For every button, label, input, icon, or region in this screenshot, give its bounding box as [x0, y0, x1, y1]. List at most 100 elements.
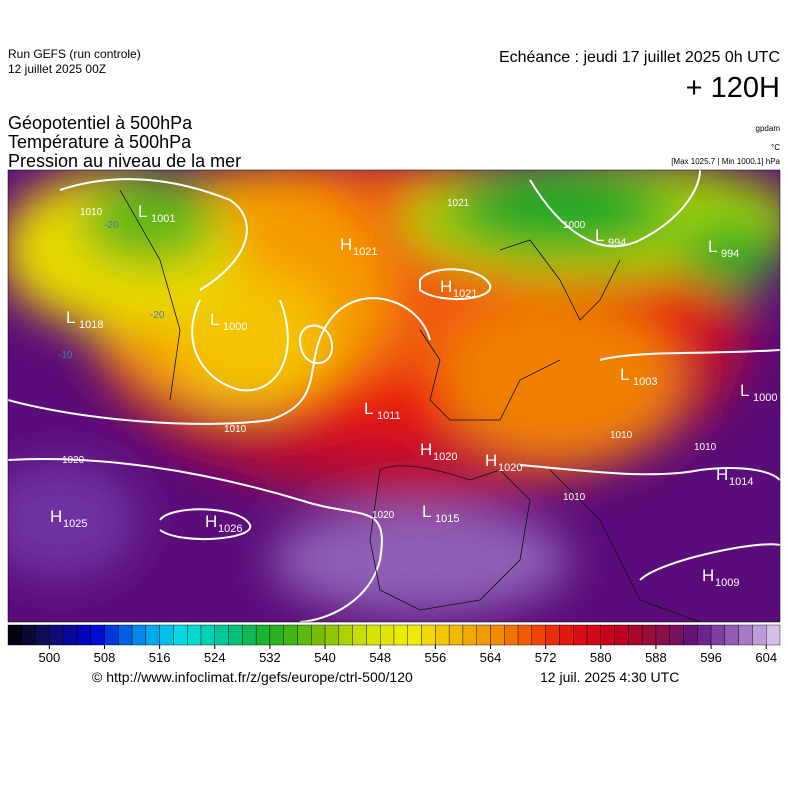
center-value: 1003 — [633, 376, 657, 388]
contour-label: 1010 — [563, 492, 586, 503]
colorbar-swatch — [545, 624, 560, 646]
colorbar-label: 564 — [480, 650, 502, 665]
center-value: 994 — [608, 237, 626, 249]
colorbar-swatch — [504, 624, 519, 646]
colorbar-swatch — [242, 624, 257, 646]
colorbar-label: 572 — [535, 650, 557, 665]
center-value: 1025 — [63, 518, 87, 530]
contour-label: 1010 — [80, 207, 103, 218]
colorbar-swatch — [738, 624, 753, 646]
colorbar-swatch — [683, 624, 698, 646]
contour-label: 1021 — [447, 198, 470, 209]
run-name: Run GEFS (run controle) — [8, 47, 141, 61]
field-title: Géopotentiel à 500hPa — [8, 113, 193, 133]
center-value: 1014 — [729, 476, 753, 488]
colorbar-swatch — [228, 624, 243, 646]
colorbar-swatch — [352, 624, 367, 646]
colorbar-swatch — [669, 624, 684, 646]
contour-label: -20 — [150, 310, 165, 321]
colorbar-swatch — [531, 624, 546, 646]
colorbar-label: 508 — [94, 650, 116, 665]
colorbar-swatch — [35, 624, 50, 646]
colorbar-swatch — [76, 624, 91, 646]
contour-label: 1010 — [224, 424, 247, 435]
center-letter: H — [702, 566, 714, 585]
lead-time: + 120H — [686, 72, 780, 104]
unit: gpdam — [756, 124, 781, 133]
contour-label: 1010 — [610, 430, 633, 441]
unit: °C — [771, 143, 780, 152]
colorbar-label: 596 — [700, 650, 722, 665]
colorbar-swatch — [283, 624, 298, 646]
colorbar-label: 548 — [369, 650, 391, 665]
colorbar-swatch — [187, 624, 202, 646]
colorbar-swatch — [614, 624, 629, 646]
colorbar-swatch — [600, 624, 615, 646]
center-letter: L — [364, 399, 373, 418]
colorbar-swatch — [49, 624, 64, 646]
colorbar-swatch — [338, 624, 353, 646]
colorbar-label: 556 — [425, 650, 447, 665]
center-letter: H — [50, 507, 62, 526]
center-value: 1011 — [377, 410, 401, 422]
colorbar-label: 500 — [39, 650, 61, 665]
contour-label: -20 — [104, 220, 119, 231]
source: © http://www.infoclimat.fr/z/gefs/europe… — [92, 669, 413, 685]
map — [8, 170, 780, 622]
colorbar-swatch — [297, 624, 312, 646]
center-value: 1000 — [753, 392, 777, 404]
center-letter: L — [422, 502, 431, 521]
center-value: 1020 — [433, 451, 457, 463]
colorbar-swatch — [517, 624, 533, 646]
run-date: 12 juillet 2025 00Z — [8, 62, 106, 76]
field-title: Pression au niveau de la mer — [8, 151, 241, 171]
colorbar-swatch — [435, 624, 450, 646]
colorbar-swatch — [21, 624, 36, 646]
colorbar-swatch — [131, 624, 147, 646]
center-letter: L — [138, 202, 147, 221]
colorbar-label: 588 — [645, 650, 667, 665]
colorbar-swatch — [118, 624, 133, 646]
center-letter: H — [420, 440, 432, 459]
colorbar-swatch — [559, 624, 574, 646]
colorbar-swatch — [255, 624, 271, 646]
colorbar-swatch — [62, 624, 78, 646]
center-value: 1009 — [715, 577, 739, 589]
colorbar-swatch — [586, 624, 601, 646]
center-value: 1020 — [498, 462, 522, 474]
center-value: 1021 — [353, 246, 377, 258]
colorbar-swatch — [324, 624, 340, 646]
colorbar-swatch — [311, 624, 326, 646]
colorbar-swatch — [159, 624, 174, 646]
colorbar-swatch — [173, 624, 188, 646]
colorbar-swatch — [380, 624, 395, 646]
colorbar-swatch — [407, 624, 422, 646]
colorbar-label: 516 — [149, 650, 171, 665]
colorbar-swatch — [573, 624, 588, 646]
center-letter: L — [66, 308, 75, 327]
center-value: 1000 — [223, 321, 247, 333]
colorbar-label: 532 — [259, 650, 281, 665]
colorbar-swatch — [214, 624, 229, 646]
map-frame — [7, 169, 781, 623]
colorbar-swatch — [476, 624, 491, 646]
center-value: 994 — [721, 248, 739, 260]
center-letter: L — [620, 365, 629, 384]
colorbar-swatch — [90, 624, 105, 646]
colorbar-swatch — [393, 624, 408, 646]
generated: 12 juil. 2025 4:30 UTC — [540, 669, 679, 685]
colorbar-swatch — [145, 624, 160, 646]
field-title: Température à 500hPa — [8, 132, 192, 152]
center-letter: L — [595, 226, 604, 245]
center-value: 1001 — [151, 213, 175, 225]
colorbar-swatch — [421, 624, 436, 646]
colorbar-swatch — [462, 624, 477, 646]
colorbar-swatch — [200, 624, 215, 646]
valid-time: Echéance : jeudi 17 juillet 2025 0h UTC — [499, 49, 780, 66]
colorbar-swatch — [710, 624, 726, 646]
colorbar-swatch — [697, 624, 712, 646]
center-value: 1026 — [218, 523, 242, 535]
colorbar-swatch — [641, 624, 657, 646]
center-letter: L — [708, 237, 717, 256]
